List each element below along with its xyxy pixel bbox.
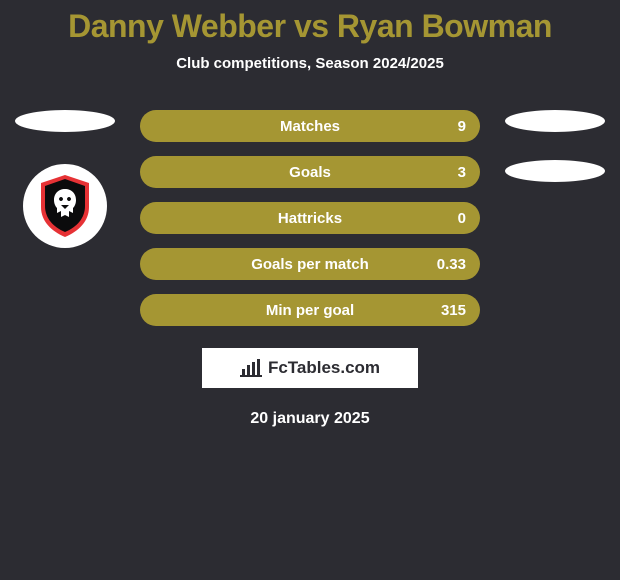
club-badge xyxy=(23,164,107,248)
stat-value: 9 xyxy=(458,118,466,135)
stat-row-goals: Goals 3 xyxy=(140,156,480,188)
stat-row-min-per-goal: Min per goal 315 xyxy=(140,294,480,326)
stats-table: Matches 9 Goals 3 Hattricks 0 Goals per … xyxy=(140,110,480,326)
subtitle: Club competitions, Season 2024/2025 xyxy=(0,55,620,72)
stat-value: 0.33 xyxy=(437,256,466,273)
page-title: Danny Webber vs Ryan Bowman xyxy=(0,0,620,45)
vs-text: vs xyxy=(294,8,329,44)
player1-name: Danny Webber xyxy=(68,8,285,44)
brand-text: FcTables.com xyxy=(268,358,380,378)
player2-name: Ryan Bowman xyxy=(337,8,552,44)
club-shield-icon xyxy=(37,173,93,239)
left-column xyxy=(10,110,120,248)
stat-row-goals-per-match: Goals per match 0.33 xyxy=(140,248,480,280)
main-content: Matches 9 Goals 3 Hattricks 0 Goals per … xyxy=(0,110,620,428)
right-oval-placeholder-1 xyxy=(505,110,605,132)
stat-row-hattricks: Hattricks 0 xyxy=(140,202,480,234)
stat-label: Goals per match xyxy=(251,256,369,273)
stat-row-matches: Matches 9 xyxy=(140,110,480,142)
stat-value: 0 xyxy=(458,210,466,227)
stat-value: 3 xyxy=(458,164,466,181)
right-oval-placeholder-2 xyxy=(505,160,605,182)
date-text: 20 january 2025 xyxy=(0,410,620,428)
stat-label: Goals xyxy=(289,164,331,181)
right-column xyxy=(500,110,610,210)
stat-label: Min per goal xyxy=(266,302,354,319)
brand-box: FcTables.com xyxy=(202,348,418,388)
stat-value: 315 xyxy=(441,302,466,319)
left-oval-placeholder xyxy=(15,110,115,132)
stat-label: Hattricks xyxy=(278,210,342,227)
bar-chart-icon xyxy=(240,359,262,377)
stat-label: Matches xyxy=(280,118,340,135)
